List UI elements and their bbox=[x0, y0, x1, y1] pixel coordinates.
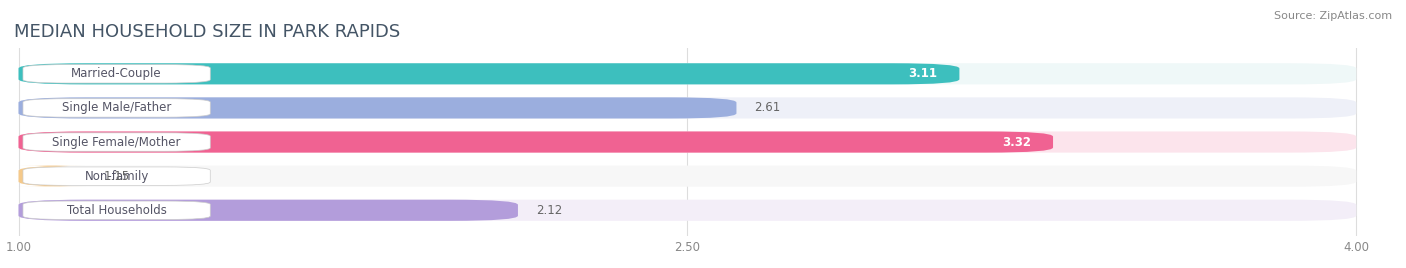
FancyBboxPatch shape bbox=[18, 166, 86, 187]
Text: MEDIAN HOUSEHOLD SIZE IN PARK RAPIDS: MEDIAN HOUSEHOLD SIZE IN PARK RAPIDS bbox=[14, 23, 401, 41]
FancyBboxPatch shape bbox=[18, 97, 1357, 118]
Text: Single Male/Father: Single Male/Father bbox=[62, 101, 172, 114]
FancyBboxPatch shape bbox=[18, 166, 1357, 187]
Text: Total Households: Total Households bbox=[66, 204, 166, 217]
FancyBboxPatch shape bbox=[22, 201, 211, 219]
FancyBboxPatch shape bbox=[18, 200, 517, 221]
FancyBboxPatch shape bbox=[18, 63, 959, 84]
Text: 3.11: 3.11 bbox=[908, 67, 938, 80]
Text: Single Female/Mother: Single Female/Mother bbox=[52, 136, 181, 148]
Text: Married-Couple: Married-Couple bbox=[72, 67, 162, 80]
Text: 2.61: 2.61 bbox=[754, 101, 780, 114]
FancyBboxPatch shape bbox=[22, 65, 211, 83]
Text: 3.32: 3.32 bbox=[1001, 136, 1031, 148]
Text: Non-family: Non-family bbox=[84, 170, 149, 183]
FancyBboxPatch shape bbox=[18, 63, 1357, 84]
FancyBboxPatch shape bbox=[18, 132, 1053, 152]
FancyBboxPatch shape bbox=[22, 133, 211, 151]
Text: 1.15: 1.15 bbox=[103, 170, 129, 183]
Text: Source: ZipAtlas.com: Source: ZipAtlas.com bbox=[1274, 11, 1392, 21]
FancyBboxPatch shape bbox=[22, 99, 211, 117]
FancyBboxPatch shape bbox=[18, 200, 1357, 221]
Text: 2.12: 2.12 bbox=[536, 204, 562, 217]
FancyBboxPatch shape bbox=[18, 97, 737, 118]
FancyBboxPatch shape bbox=[22, 167, 211, 185]
FancyBboxPatch shape bbox=[18, 132, 1357, 152]
